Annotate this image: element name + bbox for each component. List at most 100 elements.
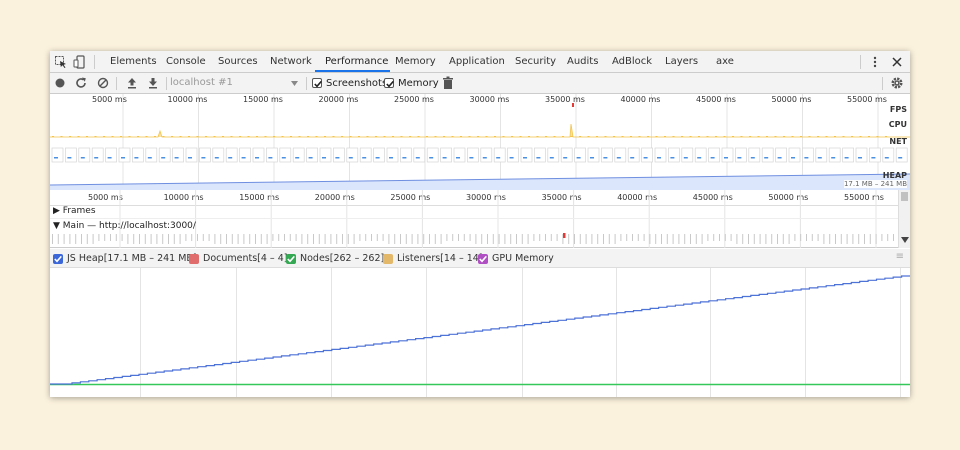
- tab-performance[interactable]: Performance: [325, 56, 389, 67]
- main-thread-task: [133, 234, 135, 244]
- tab-application[interactable]: Application: [449, 56, 505, 67]
- close-icon[interactable]: [890, 55, 904, 69]
- cpu-sample: [587, 136, 590, 137]
- main-thread-task: [858, 234, 860, 244]
- main-thread-task: [603, 234, 604, 244]
- main-thread-task: [893, 234, 894, 241]
- tab-layers[interactable]: Layers: [665, 56, 699, 67]
- profile-select[interactable]: localhost #1: [170, 75, 300, 91]
- main-thread-task: [307, 234, 309, 244]
- main-thread-task: [545, 234, 546, 241]
- screenshots-checkbox[interactable]: [312, 78, 322, 88]
- cpu-sample: [213, 136, 216, 137]
- main-thread-task: [539, 234, 541, 241]
- download-profile-icon[interactable]: [146, 76, 160, 90]
- main-thread-task: [458, 234, 459, 241]
- memory-counters-bar: JS Heap[17.1 MB – 241 MB] Documents[4 – 4…: [50, 249, 910, 268]
- screenshot-thumbnail: [788, 147, 801, 163]
- tab-network[interactable]: Network: [270, 56, 312, 67]
- main-thread-task: [707, 234, 709, 241]
- main-thread-task: [487, 234, 488, 244]
- screenshot-thumbnail-detail: [335, 157, 340, 159]
- screenshot-thumbnail-detail: [884, 157, 889, 159]
- tab-elements[interactable]: Elements: [110, 56, 157, 67]
- cpu-sample: [400, 136, 403, 137]
- tab-memory[interactable]: Memory: [395, 56, 436, 67]
- fps-lane-label: FPS: [889, 105, 907, 114]
- main-thread-task: [313, 234, 314, 244]
- main-thread-task: [887, 234, 889, 241]
- counter-checkbox[interactable]: [478, 254, 488, 264]
- screenshot-thumbnail-detail: [536, 157, 541, 159]
- screenshot-thumbnail-detail: [670, 157, 675, 159]
- main-thread-task: [185, 234, 187, 241]
- frames-track-header[interactable]: ▶ Frames: [53, 206, 96, 216]
- main-track-header[interactable]: ▼ Main — http://localhost:3000/: [53, 221, 196, 231]
- main-thread-task: [423, 234, 425, 244]
- main-thread-task: [829, 234, 831, 244]
- screenshot-thumbnail: [172, 147, 184, 163]
- main-thread-task: [643, 234, 645, 241]
- memory-graph[interactable]: [50, 268, 910, 397]
- upload-profile-icon[interactable]: [125, 76, 139, 90]
- flame-chart-canvas: [50, 190, 898, 248]
- cpu-sample: [307, 136, 309, 137]
- main-thread-task: [684, 234, 686, 244]
- timeline-overview[interactable]: 5000 ms 10000 ms 15000 ms 20000 ms 25000 ms 3…: [50, 94, 910, 190]
- screenshot-thumbnail-detail: [214, 157, 219, 159]
- device-toolbar-icon[interactable]: [73, 55, 87, 69]
- cpu-sample: [706, 136, 709, 137]
- record-button[interactable]: [53, 76, 67, 90]
- tab-security[interactable]: Security: [515, 56, 557, 67]
- cpu-sample: [851, 136, 853, 137]
- screenshot-thumbnail-detail: [710, 157, 715, 159]
- tab-axe[interactable]: axe: [716, 56, 734, 67]
- main-thread-task: [139, 234, 140, 244]
- tab-adblock[interactable]: AdBlock: [612, 56, 653, 67]
- counter-checkbox[interactable]: [383, 254, 393, 264]
- screenshot-thumbnail-detail: [80, 157, 85, 159]
- memory-checkbox[interactable]: [384, 78, 394, 88]
- cpu-sample: [783, 136, 785, 137]
- screenshot-thumbnail-detail: [817, 157, 822, 159]
- main-thread-task: [295, 234, 297, 241]
- collect-garbage-icon[interactable]: [442, 76, 454, 90]
- tab-audits[interactable]: Audits: [567, 56, 599, 67]
- main-thread-task: [440, 234, 442, 244]
- reload-record-icon[interactable]: [74, 76, 88, 90]
- cpu-sample: [69, 136, 71, 137]
- flame-chart[interactable]: 5000 ms 10000 ms 15000 ms 20000 ms 25000 ms 3…: [50, 190, 910, 248]
- counter-checkbox[interactable]: [53, 254, 63, 264]
- heap-lane-label: HEAP: [882, 171, 907, 180]
- main-thread-task: [249, 234, 251, 244]
- scrollbar-thumb[interactable]: [901, 192, 908, 201]
- cpu-sample: [715, 136, 717, 137]
- cpu-sample: [638, 136, 641, 137]
- main-thread-task: [388, 234, 390, 244]
- screenshot-thumbnail: [239, 147, 251, 163]
- settings-gear-icon[interactable]: [890, 76, 904, 90]
- cpu-sample: [162, 136, 165, 137]
- main-thread-task: [63, 234, 65, 244]
- counter-checkbox[interactable]: [286, 254, 296, 264]
- screenshot-thumbnail-detail: [871, 157, 876, 159]
- screenshot-thumbnail: [534, 147, 546, 163]
- counter-checkbox[interactable]: [189, 254, 199, 264]
- cpu-sample: [825, 136, 828, 137]
- clear-icon[interactable]: [96, 76, 110, 90]
- scroll-down-arrow-icon[interactable]: [901, 237, 909, 243]
- cpu-sample: [383, 136, 386, 137]
- more-options-icon[interactable]: [868, 55, 882, 69]
- inspect-element-icon[interactable]: [54, 55, 68, 69]
- main-thread-task: [788, 234, 790, 244]
- flame-chart-scrollbar[interactable]: [898, 190, 910, 248]
- drag-handle-icon[interactable]: ≡: [895, 251, 904, 262]
- screenshot-thumbnail: [105, 147, 117, 163]
- screenshot-thumbnail: [493, 147, 506, 163]
- flame-tick-label: 15000 ms: [239, 193, 280, 202]
- tab-sources[interactable]: Sources: [218, 56, 258, 67]
- overview-tick-label: 40000 ms: [620, 95, 661, 104]
- main-thread-task: [400, 234, 401, 244]
- main-thread-task: [771, 234, 773, 244]
- tab-console[interactable]: Console: [166, 56, 206, 67]
